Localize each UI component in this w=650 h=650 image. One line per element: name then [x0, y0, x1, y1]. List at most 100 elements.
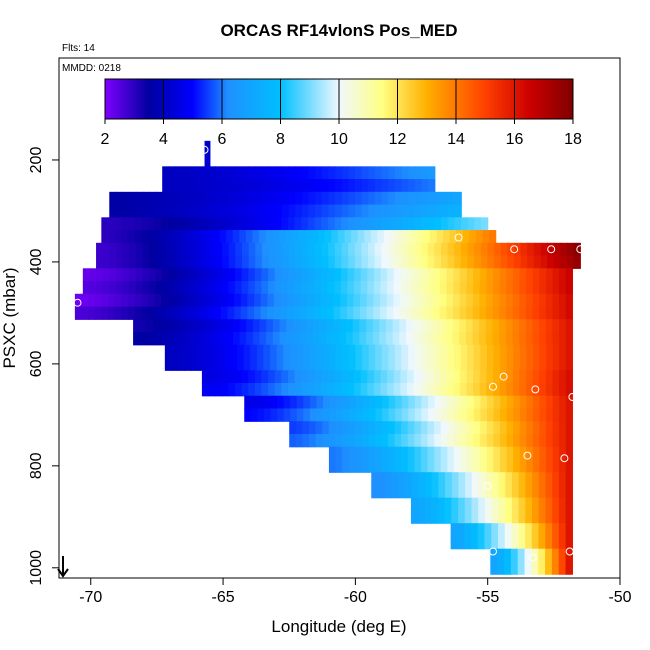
heatmap-cell	[320, 281, 329, 295]
heatmap-cell	[480, 446, 488, 461]
heatmap-cell	[374, 255, 382, 269]
heatmap-cell	[485, 484, 493, 499]
heatmap-cell	[135, 191, 144, 206]
heatmap-cell	[235, 166, 243, 180]
observation-point	[510, 245, 519, 254]
heatmap-cell	[519, 281, 527, 295]
heatmap-cell	[234, 383, 243, 397]
heatmap-cell	[539, 383, 547, 397]
heatmap-cell	[456, 230, 464, 244]
heatmap-cell	[307, 281, 315, 295]
heatmap-cell	[191, 344, 199, 359]
observation-point	[528, 553, 537, 562]
heatmap-cell	[309, 408, 318, 422]
heatmap-cell	[287, 383, 296, 397]
heatmap-cell	[296, 357, 304, 371]
heatmap-cell	[329, 408, 337, 422]
heatmap-cell	[341, 204, 349, 218]
heatmap-cell	[545, 484, 553, 499]
heatmap-cell	[187, 293, 195, 308]
heatmap-cell	[459, 383, 468, 397]
heatmap-cell	[498, 472, 506, 486]
heatmap-cell	[441, 204, 449, 218]
heatmap-cell	[274, 370, 282, 384]
heatmap-cell	[532, 459, 541, 473]
heatmap-cell	[573, 255, 581, 269]
heatmap-cell	[129, 255, 137, 269]
heatmap-cell	[545, 497, 553, 512]
heatmap-cell	[321, 204, 330, 218]
heatmap-cell	[480, 242, 489, 257]
heatmap-cell	[520, 255, 528, 269]
heatmap-cell	[162, 242, 170, 257]
heatmap-cell	[559, 459, 567, 473]
heatmap-cell	[443, 230, 451, 244]
heatmap-cell	[314, 268, 322, 282]
heatmap-cell	[401, 395, 409, 410]
heatmap-cell	[434, 242, 442, 257]
heatmap-cell	[464, 510, 473, 524]
heatmap-cell	[532, 497, 540, 512]
heatmap-cell	[421, 408, 429, 422]
heatmap-cell	[195, 191, 203, 206]
heatmap-cell	[434, 344, 442, 359]
heatmap-cell	[215, 268, 223, 282]
heatmap-cell	[414, 395, 423, 410]
heatmap-cell	[308, 204, 316, 218]
heatmap-cell	[517, 548, 526, 563]
heatmap-cell	[181, 306, 189, 320]
heatmap-cell	[519, 395, 528, 410]
heatmap-cell	[259, 332, 267, 346]
heatmap-cell	[411, 472, 419, 486]
heatmap-cell	[182, 191, 190, 206]
heatmap-cell	[459, 306, 467, 320]
heatmap-cell	[532, 306, 540, 320]
heatmap-cell	[194, 306, 202, 320]
heatmap-cell	[182, 281, 190, 295]
heatmap-cell	[472, 293, 481, 308]
heatmap-cell	[220, 293, 229, 308]
heatmap-cell	[374, 179, 383, 193]
heatmap-cell	[135, 242, 144, 257]
heatmap-cell	[381, 433, 389, 448]
heatmap-cell	[480, 433, 488, 448]
heatmap-cell	[222, 204, 230, 218]
heatmap-cell	[162, 268, 170, 282]
heatmap-cell	[377, 472, 386, 486]
heatmap-cell	[459, 281, 468, 295]
heatmap-cell	[270, 408, 278, 422]
heatmap-cell	[470, 535, 479, 550]
heatmap-cell	[226, 319, 234, 333]
heatmap-cell	[201, 383, 210, 397]
colorbar-tick-label: 4	[159, 131, 168, 148]
heatmap-cell	[354, 217, 362, 231]
heatmap-cell	[552, 510, 560, 524]
heatmap-cell	[129, 281, 137, 295]
heatmap-cell	[506, 357, 514, 371]
heatmap-cell	[259, 230, 267, 244]
heatmap-cell	[186, 230, 194, 244]
heatmap-layer	[74, 140, 581, 575]
heatmap-cell	[454, 357, 462, 371]
heatmap-cell	[274, 383, 282, 397]
heatmap-cell	[447, 204, 456, 218]
heatmap-cell	[426, 370, 435, 384]
heatmap-cell	[94, 293, 103, 308]
heatmap-cell	[243, 357, 251, 371]
heatmap-cell	[148, 268, 157, 282]
heatmap-cell	[268, 281, 276, 295]
heatmap-cell	[142, 191, 150, 206]
heatmap-cell	[275, 242, 283, 257]
heatmap-cell	[506, 306, 514, 320]
heatmap-cell	[129, 204, 137, 218]
heatmap-cell	[539, 293, 547, 308]
heatmap-cell	[381, 446, 389, 461]
heatmap-cell	[221, 217, 229, 231]
heatmap-cell	[552, 535, 560, 550]
heatmap-cell	[380, 281, 388, 295]
heatmap-cell	[348, 446, 356, 461]
heatmap-cell	[546, 459, 554, 473]
heatmap-cell	[133, 332, 141, 346]
heatmap-cell	[545, 293, 554, 308]
heatmap-cell	[372, 332, 380, 346]
